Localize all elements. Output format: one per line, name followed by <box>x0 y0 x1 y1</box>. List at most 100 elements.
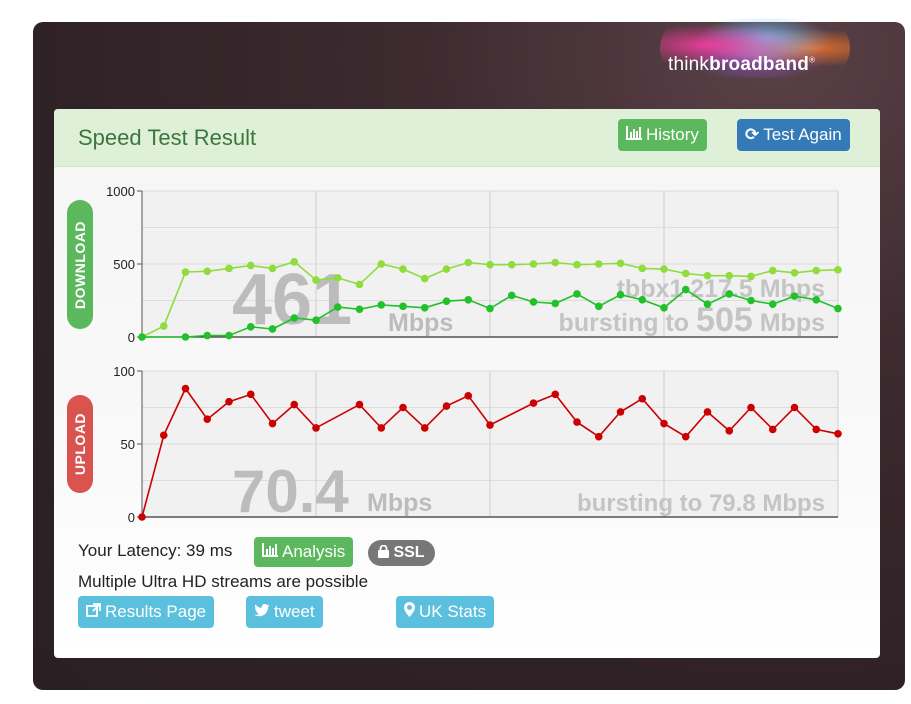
download-bursting-unit: Mbps <box>760 309 825 337</box>
upload-data-point <box>747 403 755 412</box>
download-data-point <box>747 296 755 305</box>
ssl-label: SSL <box>393 544 425 561</box>
lock-icon <box>378 544 393 561</box>
logo-think: think <box>668 54 710 75</box>
logo-text: thinkbroadband® <box>668 54 815 76</box>
uk-stats-button[interactable]: UK Stats <box>396 596 495 628</box>
upload-data-point <box>703 408 712 416</box>
upload-data-point <box>660 419 668 428</box>
upload-data-point <box>594 432 603 441</box>
refresh-icon: ⟳ <box>745 125 760 144</box>
ssl-badge[interactable]: SSL <box>368 540 435 566</box>
analysis-label: Analysis <box>282 542 346 561</box>
download-data-point <box>594 260 603 268</box>
download-data-point <box>790 268 799 277</box>
download-data-point <box>812 266 821 275</box>
download-data-point <box>312 276 320 284</box>
download-data-point <box>768 300 777 308</box>
upload-data-point <box>573 418 581 426</box>
history-button[interactable]: History <box>618 119 707 151</box>
upload-speed-value: 70.4 <box>232 458 349 525</box>
download-data-point <box>486 304 494 313</box>
download-data-point <box>420 274 429 283</box>
test-again-button[interactable]: ⟳ Test Again <box>737 119 850 151</box>
streams-text: Multiple Ultra HD streams are possible <box>78 572 369 591</box>
download-data-point <box>660 265 668 273</box>
download-data-point <box>159 322 168 330</box>
download-data-point <box>573 260 581 269</box>
upload-chart: 0 50 100 70.4 Mbps bursting to 79.8 Mbps <box>113 364 842 525</box>
download-data-point <box>725 271 734 280</box>
latency-text: Your Latency: 39 ms <box>78 541 233 560</box>
download-data-point <box>246 261 255 270</box>
upload-data-point <box>312 424 320 432</box>
upload-plot-area: 0 50 100 <box>113 364 839 525</box>
download-data-point <box>290 258 299 266</box>
download-tick-label: 0 <box>128 330 135 345</box>
upload-data-point <box>681 432 690 441</box>
download-data-point <box>268 264 277 273</box>
upload-data-point <box>725 427 734 435</box>
tweet-button[interactable]: tweet <box>246 596 323 628</box>
download-data-point <box>486 260 494 269</box>
download-data-point <box>181 333 190 341</box>
download-data-point <box>268 325 277 333</box>
download-data-point <box>225 331 233 340</box>
bar-chart-icon <box>626 119 642 151</box>
download-data-point <box>616 290 625 299</box>
download-data-point <box>594 302 603 311</box>
download-data-point <box>812 295 821 304</box>
download-data-point <box>681 285 690 294</box>
thinkbroadband-logo[interactable] <box>660 18 850 78</box>
download-data-point <box>660 304 668 312</box>
upload-data-point <box>268 419 277 428</box>
upload-data-point <box>355 400 364 409</box>
panel-header: Speed Test Result History ⟳ Test Again <box>54 109 880 167</box>
download-data-point <box>703 271 712 280</box>
logo-broadband: broadband <box>709 54 810 75</box>
upload-data-point <box>377 424 386 432</box>
download-speed-unit: Mbps <box>388 309 453 337</box>
download-data-point <box>138 333 146 341</box>
download-data-point <box>355 280 364 289</box>
upload-data-point <box>834 429 842 438</box>
upload-tick-label: 100 <box>113 364 135 379</box>
download-data-point <box>703 300 712 308</box>
download-data-point <box>464 295 473 304</box>
download-data-point <box>616 259 625 268</box>
upload-tick-label: 0 <box>128 510 135 525</box>
upload-data-point <box>225 397 233 406</box>
results-page-button[interactable]: Results Page <box>78 596 215 628</box>
download-data-point <box>507 291 516 300</box>
upload-speed-unit: Mbps <box>367 489 432 517</box>
download-data-point <box>768 266 777 275</box>
logo-reg: ® <box>809 55 816 65</box>
download-data-point <box>399 265 407 273</box>
download-data-point <box>399 302 407 311</box>
upload-data-point <box>246 390 255 399</box>
download-data-point <box>681 269 690 278</box>
download-data-point <box>551 299 560 308</box>
download-series-layer <box>138 258 842 341</box>
upload-data-point <box>203 415 212 423</box>
history-label: History <box>646 125 699 144</box>
download-data-point <box>529 298 538 306</box>
upload-data-point <box>486 421 494 429</box>
download-data-point <box>377 260 386 268</box>
download-badge: DOWNLOAD <box>67 200 93 329</box>
download-data-point <box>290 314 299 322</box>
analysis-button[interactable]: Analysis <box>254 537 354 567</box>
download-data-point <box>790 292 799 300</box>
uk-stats-label: UK Stats <box>419 602 487 621</box>
download-data-point <box>529 260 538 268</box>
download-data-point <box>333 274 342 282</box>
download-data-point <box>573 290 581 298</box>
test-again-label: Test Again <box>763 125 842 144</box>
download-series-line-1 <box>142 288 839 338</box>
upload-data-point <box>616 408 625 416</box>
download-data-point <box>203 267 212 276</box>
speed-test-panel: Speed Test Result History ⟳ Test Again DO… <box>54 109 880 658</box>
upload-data-point <box>790 403 799 412</box>
